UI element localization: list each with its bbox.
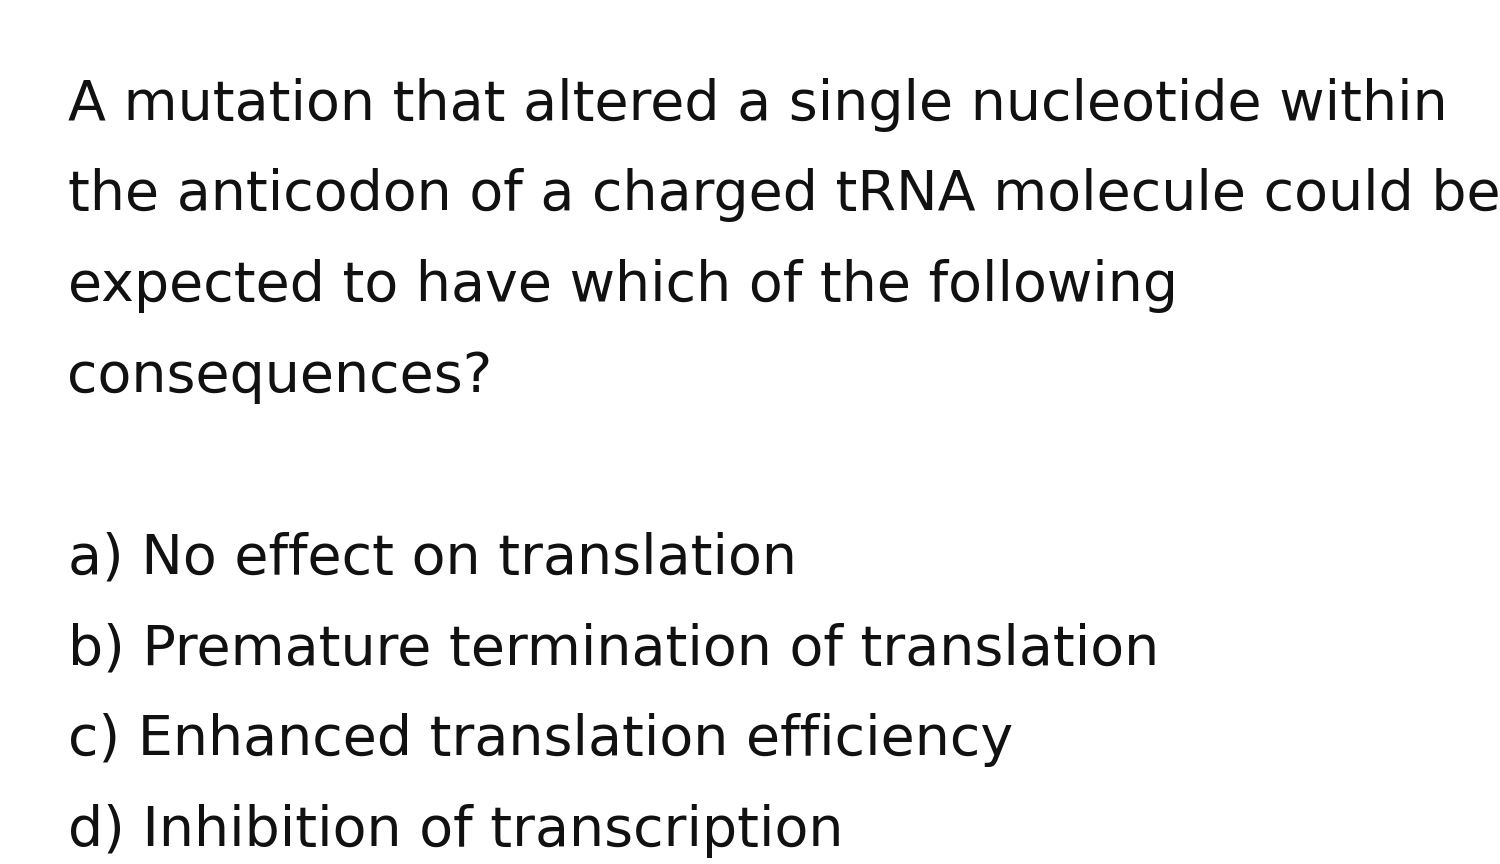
Text: a) No effect on translation: a) No effect on translation [68, 531, 797, 586]
Text: c) Enhanced translation efficiency: c) Enhanced translation efficiency [68, 713, 1012, 767]
Text: d) Inhibition of transcription: d) Inhibition of transcription [68, 804, 843, 857]
Text: expected to have which of the following: expected to have which of the following [68, 259, 1178, 313]
Text: the anticodon of a charged tRNA molecule could be: the anticodon of a charged tRNA molecule… [68, 168, 1500, 222]
Text: consequences?: consequences? [68, 350, 492, 404]
Text: A mutation that altered a single nucleotide within: A mutation that altered a single nucleot… [68, 78, 1448, 132]
Text: b) Premature termination of translation: b) Premature termination of translation [68, 622, 1158, 676]
